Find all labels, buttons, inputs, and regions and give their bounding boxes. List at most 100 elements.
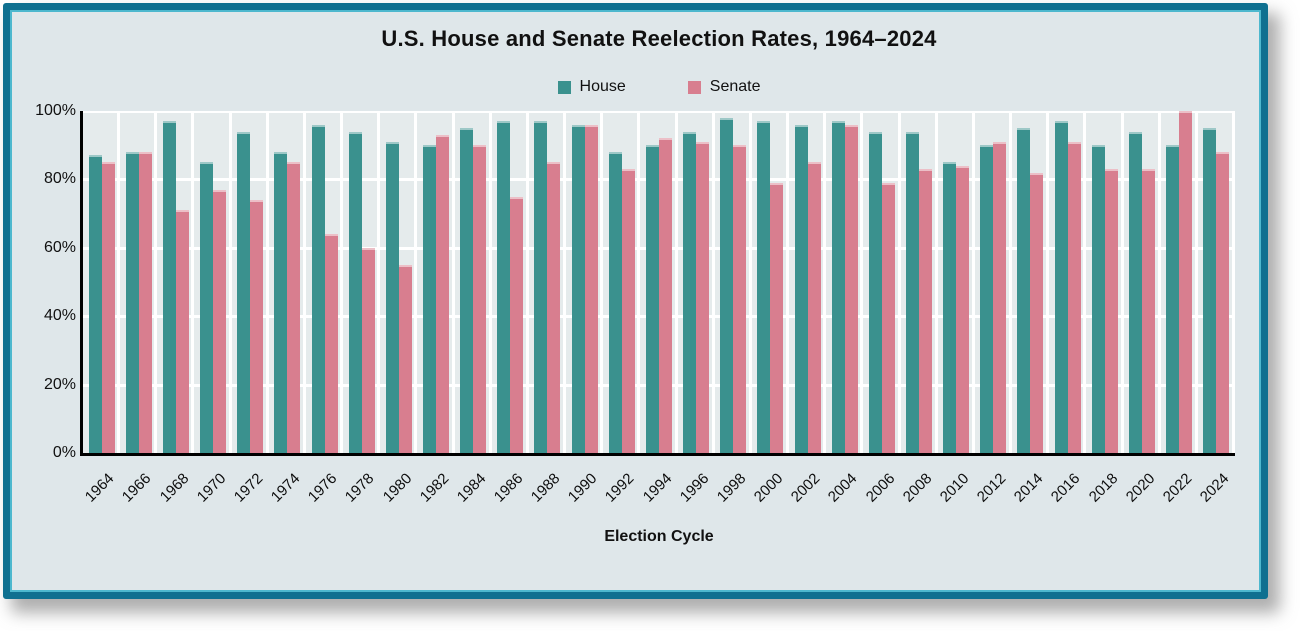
legend-label: House bbox=[579, 78, 626, 95]
legend-swatch-senate bbox=[687, 80, 701, 94]
x-axis-title: Election Cycle bbox=[604, 528, 714, 545]
chart-title: U.S. House and Senate Reelection Rates, … bbox=[381, 26, 937, 51]
bar-house-1996 bbox=[683, 131, 697, 453]
x-tick-1998: 1998 bbox=[713, 470, 750, 506]
y-tick-60: 60% bbox=[43, 238, 76, 256]
bar-senate-1964 bbox=[101, 162, 115, 453]
bar-chart: U.S. House and Senate Reelection Rates, … bbox=[10, 10, 1261, 592]
bar-senate-2012 bbox=[993, 141, 1007, 453]
bar-group-2024 bbox=[1198, 111, 1235, 453]
bar-senate-2002 bbox=[807, 162, 821, 453]
bar-group-1982 bbox=[417, 111, 454, 453]
vertical-gridline bbox=[340, 111, 344, 453]
bar-group-2002 bbox=[789, 111, 826, 453]
x-tick-1994: 1994 bbox=[639, 470, 676, 506]
bar-senate-1968 bbox=[175, 210, 189, 453]
bar-senate-1994 bbox=[658, 138, 672, 453]
bar-group-1994 bbox=[640, 111, 677, 453]
bar-group-2004 bbox=[826, 111, 863, 453]
x-tick-1984: 1984 bbox=[453, 470, 490, 506]
bar-senate-1970 bbox=[213, 189, 227, 453]
bar-house-2002 bbox=[794, 124, 808, 453]
vertical-gridline bbox=[971, 111, 975, 453]
vertical-gridline bbox=[748, 111, 752, 453]
bar-senate-1966 bbox=[138, 152, 152, 453]
x-tick-2000: 2000 bbox=[750, 470, 787, 506]
x-tick-2018: 2018 bbox=[1085, 470, 1121, 506]
vertical-gridline bbox=[1232, 111, 1235, 453]
bar-house-1978 bbox=[348, 131, 362, 453]
bar-senate-2022 bbox=[1179, 111, 1193, 453]
bar-senate-1992 bbox=[621, 169, 635, 453]
x-tick-1974: 1974 bbox=[267, 470, 304, 506]
vertical-gridline bbox=[1046, 111, 1050, 453]
bar-senate-2024 bbox=[1216, 152, 1230, 453]
bar-group-2012 bbox=[975, 111, 1012, 453]
x-tick-1978: 1978 bbox=[342, 470, 378, 506]
vertical-gridline bbox=[600, 111, 604, 453]
x-tick-1970: 1970 bbox=[193, 470, 230, 506]
bar-group-2016 bbox=[1049, 111, 1086, 453]
x-tick-2008: 2008 bbox=[899, 470, 936, 506]
vertical-gridline bbox=[117, 111, 121, 453]
bar-senate-2016 bbox=[1067, 141, 1081, 453]
bar-group-1986 bbox=[492, 111, 529, 453]
x-tick-1988: 1988 bbox=[527, 470, 564, 506]
bar-senate-1982 bbox=[435, 134, 449, 453]
vertical-gridline bbox=[1157, 111, 1161, 453]
vertical-gridline bbox=[1194, 111, 1198, 453]
x-tick-2002: 2002 bbox=[788, 470, 824, 506]
bar-house-1990 bbox=[571, 124, 585, 453]
bar-house-1988 bbox=[534, 121, 548, 453]
gridline-100 bbox=[83, 111, 1235, 113]
bar-house-1992 bbox=[608, 152, 622, 453]
x-tick-1986: 1986 bbox=[490, 470, 527, 506]
x-tick-2012: 2012 bbox=[973, 470, 1010, 506]
chart-panel: U.S. House and Senate Reelection Rates, … bbox=[3, 3, 1268, 599]
bar-house-2012 bbox=[980, 145, 994, 453]
bar-house-1980 bbox=[385, 141, 399, 453]
bar-house-1966 bbox=[125, 152, 139, 453]
bar-senate-2006 bbox=[881, 182, 895, 453]
bar-group-1964 bbox=[83, 111, 120, 453]
bar-senate-2014 bbox=[1030, 172, 1044, 453]
bar-group-1984 bbox=[455, 111, 492, 453]
bar-senate-2008 bbox=[919, 169, 933, 453]
bar-senate-1980 bbox=[398, 264, 412, 453]
x-tick-2014: 2014 bbox=[1011, 470, 1047, 506]
bar-group-1988 bbox=[529, 111, 566, 453]
x-tick-2024: 2024 bbox=[1196, 470, 1233, 506]
bar-senate-1998 bbox=[733, 145, 747, 453]
bar-group-1992 bbox=[603, 111, 640, 453]
x-tick-1972: 1972 bbox=[230, 470, 267, 506]
x-tick-1964: 1964 bbox=[81, 470, 118, 506]
bar-house-2024 bbox=[1203, 128, 1217, 453]
x-tick-1982: 1982 bbox=[416, 470, 453, 506]
bar-house-1986 bbox=[497, 121, 511, 453]
bar-house-1970 bbox=[200, 162, 214, 453]
y-tick-40: 40% bbox=[43, 307, 76, 325]
bar-group-1996 bbox=[678, 111, 715, 453]
bar-senate-1996 bbox=[696, 141, 710, 453]
vertical-gridline bbox=[934, 111, 938, 453]
x-tick-1992: 1992 bbox=[602, 470, 638, 506]
bar-group-1990 bbox=[566, 111, 603, 453]
x-tick-2016: 2016 bbox=[1048, 470, 1084, 506]
vertical-gridline bbox=[1120, 111, 1124, 453]
x-tick-2004: 2004 bbox=[825, 470, 861, 506]
bar-group-1978 bbox=[343, 111, 380, 453]
bar-group-1980 bbox=[380, 111, 417, 453]
vertical-gridline bbox=[302, 111, 306, 453]
x-tick-1968: 1968 bbox=[156, 470, 192, 506]
vertical-gridline bbox=[823, 111, 827, 453]
y-axis-tick-labels: 0% 20% 40% 60% 80% 100% bbox=[10, 102, 76, 461]
chart-legend: House Senate bbox=[83, 78, 1235, 96]
vertical-gridline bbox=[451, 111, 455, 453]
vertical-gridline bbox=[860, 111, 864, 453]
bar-house-2006 bbox=[868, 131, 882, 453]
bar-house-1994 bbox=[645, 145, 659, 453]
legend-swatch-house bbox=[557, 80, 571, 94]
x-tick-1980: 1980 bbox=[379, 470, 415, 506]
bar-group-2018 bbox=[1086, 111, 1123, 453]
x-tick-1996: 1996 bbox=[676, 470, 713, 506]
